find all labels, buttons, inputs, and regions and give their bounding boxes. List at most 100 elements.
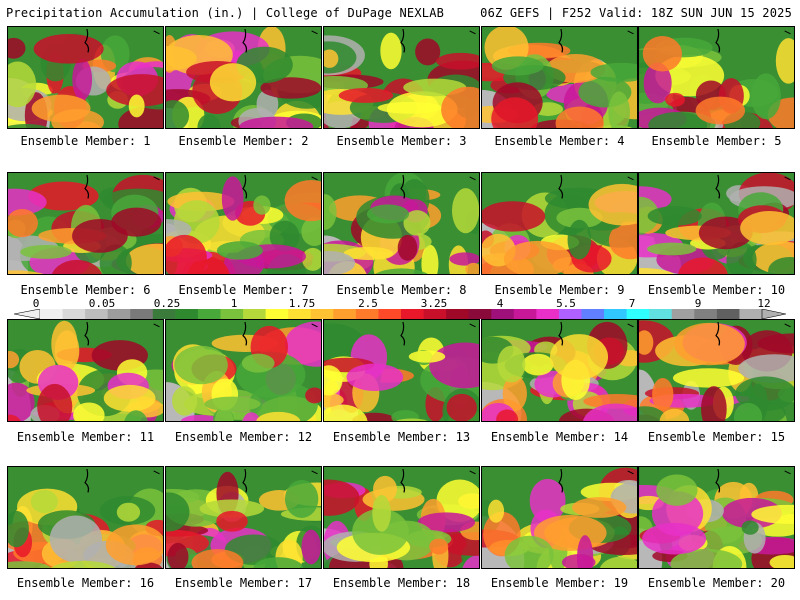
- colorbar-swatch: [626, 309, 650, 319]
- ensemble-panel-6: [7, 172, 164, 275]
- precip-map: [8, 173, 163, 274]
- colorbar-swatch: [220, 309, 244, 319]
- colorbar-swatch: [152, 309, 176, 319]
- precip-map: [482, 27, 637, 128]
- colorbar: 0 0.05 0.25 1 1.75 2.5 3.25 4 5.5 7 9 12: [0, 297, 800, 319]
- colorbar-swatch: [378, 309, 402, 319]
- ensemble-member-label: Ensemble Member: 13: [332, 430, 471, 444]
- ensemble-member-label: Ensemble Member: 11: [16, 430, 155, 444]
- precip-map: [482, 467, 637, 568]
- colorbar-tick-label: 5.5: [556, 297, 576, 310]
- ensemble-member-label: Ensemble Member: 10: [647, 283, 786, 297]
- colorbar-tick-label: 9: [694, 297, 702, 310]
- colorbar-swatch: [85, 309, 109, 319]
- colorbar-swatch: [739, 309, 763, 319]
- colorbar-swatch: [446, 309, 470, 319]
- ensemble-member-label: Ensemble Member: 15: [647, 430, 786, 444]
- ensemble-member-label: Ensemble Member: 19: [490, 576, 629, 590]
- colorbar-min-arrow: [13, 309, 41, 319]
- colorbar-swatch: [581, 309, 605, 319]
- colorbar-swatch: [107, 309, 131, 319]
- ensemble-panel-10: [638, 172, 795, 275]
- ensemble-panel-7: [165, 172, 322, 275]
- colorbar-swatch: [265, 309, 289, 319]
- ensemble-panel-12: [165, 319, 322, 422]
- precip-map: [639, 467, 794, 568]
- ensemble-panel-3: [323, 26, 480, 129]
- colorbar-swatch: [716, 309, 740, 319]
- precip-map: [8, 320, 163, 421]
- ensemble-member-label: Ensemble Member: 6: [20, 283, 151, 297]
- ensemble-panel-5: [638, 26, 795, 129]
- colorbar-tick-label: 0.05: [88, 297, 116, 310]
- precip-map: [8, 27, 163, 128]
- colorbar-tick-label: 2.5: [358, 297, 378, 310]
- colorbar-swatch: [491, 309, 515, 319]
- colorbar-tick-label: 1: [230, 297, 238, 310]
- map-title: Precipitation Accumulation (in.) | Colle…: [6, 6, 445, 20]
- colorbar-swatch: [423, 309, 447, 319]
- ensemble-member-label: Ensemble Member: 4: [494, 134, 625, 148]
- ensemble-member-label: Ensemble Member: 20: [647, 576, 786, 590]
- colorbar-swatch: [401, 309, 425, 319]
- precip-map: [324, 467, 479, 568]
- ensemble-member-label: Ensemble Member: 18: [332, 576, 471, 590]
- colorbar-scale: [13, 309, 787, 319]
- colorbar-tick-label: 1.75: [288, 297, 316, 310]
- colorbar-swatch: [694, 309, 718, 319]
- ensemble-panel-13: [323, 319, 480, 422]
- colorbar-tick-label: 4: [496, 297, 504, 310]
- colorbar-swatch: [513, 309, 537, 319]
- colorbar-swatch: [40, 309, 64, 319]
- colorbar-tick-label: 3.25: [420, 297, 448, 310]
- colorbar-swatch: [649, 309, 673, 319]
- ensemble-panel-2: [165, 26, 322, 129]
- colorbar-swatch: [558, 309, 582, 319]
- colorbar-tick-label: 0.25: [153, 297, 181, 310]
- colorbar-ticks: 0 0.05 0.25 1 1.75 2.5 3.25 4 5.5 7 9 12: [0, 297, 800, 310]
- colorbar-swatch: [355, 309, 379, 319]
- colorbar-swatch: [604, 309, 628, 319]
- ensemble-panel-17: [165, 466, 322, 569]
- colorbar-swatch: [333, 309, 357, 319]
- precip-map: [639, 320, 794, 421]
- valid-time: 06Z GEFS | F252 Valid: 18Z SUN JUN 15 20…: [480, 6, 792, 20]
- ensemble-panel-20: [638, 466, 795, 569]
- ensemble-panel-4: [481, 26, 638, 129]
- precip-map: [639, 173, 794, 274]
- ensemble-member-label: Ensemble Member: 14: [490, 430, 629, 444]
- ensemble-panel-1: [7, 26, 164, 129]
- ensemble-panel-9: [481, 172, 638, 275]
- precip-map: [8, 467, 163, 568]
- colorbar-swatch: [536, 309, 560, 319]
- colorbar-swatch: [62, 309, 86, 319]
- colorbar-swatch: [310, 309, 334, 319]
- colorbar-tick-label: 0: [32, 297, 40, 310]
- precip-map: [639, 27, 794, 128]
- precip-map: [166, 320, 321, 421]
- ensemble-member-label: Ensemble Member: 2: [178, 134, 309, 148]
- ensemble-member-label: Ensemble Member: 12: [174, 430, 313, 444]
- ensemble-panel-15: [638, 319, 795, 422]
- colorbar-swatch: [130, 309, 154, 319]
- colorbar-swatch: [243, 309, 267, 319]
- precip-map: [324, 173, 479, 274]
- ensemble-panel-18: [323, 466, 480, 569]
- ensemble-member-label: Ensemble Member: 7: [178, 283, 309, 297]
- colorbar-swatch: [288, 309, 312, 319]
- precip-map: [166, 467, 321, 568]
- ensemble-member-label: Ensemble Member: 3: [336, 134, 467, 148]
- colorbar-swatch: [468, 309, 492, 319]
- precip-map: [324, 320, 479, 421]
- precip-map: [324, 27, 479, 128]
- ensemble-member-label: Ensemble Member: 17: [174, 576, 313, 590]
- colorbar-swatch: [671, 309, 695, 319]
- ensemble-panel-14: [481, 319, 638, 422]
- precip-map: [166, 27, 321, 128]
- precip-map: [482, 173, 637, 274]
- ensemble-panel-8: [323, 172, 480, 275]
- colorbar-swatch: [197, 309, 221, 319]
- colorbar-tick-label: 7: [628, 297, 636, 310]
- colorbar-tick-label: 12: [757, 297, 771, 310]
- precip-map: [166, 173, 321, 274]
